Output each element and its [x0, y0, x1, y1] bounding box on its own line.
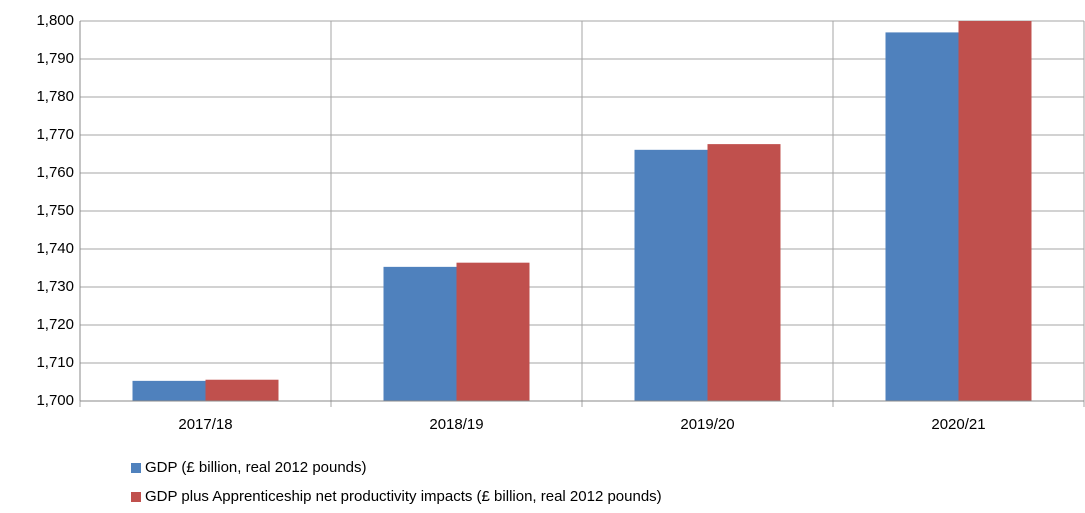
y-tick-label: 1,700 [36, 392, 74, 409]
y-tick-label: 1,740 [36, 240, 74, 257]
legend-swatch [131, 492, 141, 502]
y-tick-label: 1,790 [36, 50, 74, 67]
y-tick-label: 1,800 [36, 12, 74, 29]
y-tick-label: 1,730 [36, 278, 74, 295]
bar [205, 379, 279, 401]
bar [885, 32, 959, 402]
legend-label: GDP (£ billion, real 2012 pounds) [145, 459, 367, 476]
x-tick-label: 2018/19 [429, 416, 483, 433]
bar [958, 21, 1032, 401]
legend-label: GDP plus Apprenticeship net productivity… [145, 488, 662, 505]
bar [456, 262, 530, 401]
bar [132, 380, 206, 401]
y-tick-label: 1,710 [36, 354, 74, 371]
y-tick-label: 1,760 [36, 164, 74, 181]
x-tick-label: 2020/21 [931, 416, 985, 433]
y-tick-label: 1,720 [36, 316, 74, 333]
bar [634, 149, 708, 401]
y-tick-label: 1,750 [36, 202, 74, 219]
y-tick-label: 1,780 [36, 88, 74, 105]
x-tick-label: 2017/18 [178, 416, 232, 433]
legend-swatch [131, 463, 141, 473]
y-tick-label: 1,770 [36, 126, 74, 143]
x-tick-label: 2019/20 [680, 416, 734, 433]
bar [707, 144, 781, 401]
bar [383, 266, 457, 401]
